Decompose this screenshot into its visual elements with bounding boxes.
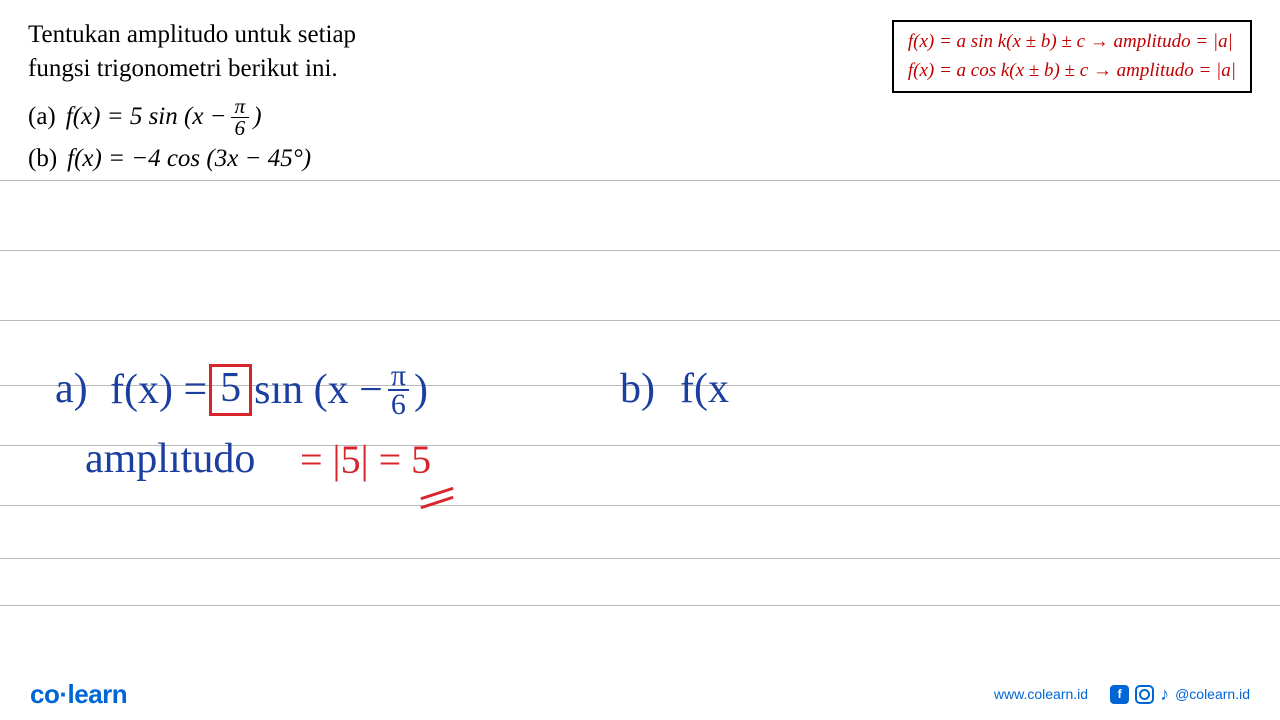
ruled-line	[0, 505, 1280, 506]
hw-frac-num: π	[388, 362, 409, 391]
question-line2: fungsi trigonometri berikut ini.	[28, 55, 338, 82]
ruled-line	[0, 320, 1280, 321]
logo-co: co	[30, 679, 59, 709]
lined-paper-area: a) f(x) = 5 sın (x − π 6 ) amplıtudo = |…	[0, 170, 1280, 720]
hw-a-suffix: )	[414, 366, 428, 414]
hw-a-mid: sın (x −	[254, 366, 383, 414]
hw-a-fraction: π 6	[388, 362, 409, 418]
hw-amplitude-label: amplıtudo	[85, 435, 255, 483]
hw-a-expression: f(x) = 5 sın (x − π 6 )	[110, 362, 428, 418]
social-handle: @colearn.id	[1175, 686, 1250, 702]
instagram-icon	[1135, 685, 1154, 704]
problem-a-suffix: )	[253, 97, 261, 137]
logo-learn: learn	[68, 679, 128, 709]
hw-b-expression: f(x	[680, 365, 729, 413]
question-text: Tentukan amplitudo untuk setiap fungsi t…	[28, 18, 508, 86]
frac-num: π	[231, 96, 250, 118]
tiktok-icon: ♪	[1160, 684, 1169, 705]
hw-amplitude-value: = |5| = 5	[300, 436, 431, 483]
hw-frac-den: 6	[391, 391, 406, 418]
problem-a-fraction: π 6	[231, 96, 250, 140]
problems-list: (a) f(x) = 5 sin (x − π 6 ) (b) f(x) = −…	[0, 96, 1280, 180]
colearn-logo: co·learn	[30, 679, 127, 710]
footer: co·learn www.colearn.id f ♪ @colearn.id	[0, 668, 1280, 720]
problem-a-label: (a)	[28, 97, 56, 137]
facebook-icon: f	[1110, 685, 1129, 704]
ruled-line	[0, 558, 1280, 559]
ruled-line	[0, 605, 1280, 606]
hw-a-label: a)	[55, 365, 88, 413]
footer-right: www.colearn.id f ♪ @colearn.id	[994, 684, 1250, 705]
social-icons: f ♪ @colearn.id	[1110, 684, 1250, 705]
hw-b-label: b)	[620, 365, 655, 413]
question-line1: Tentukan amplitudo untuk setiap	[28, 21, 356, 48]
footer-url: www.colearn.id	[994, 686, 1088, 702]
formula-box: f(x) = a sin k(x ± b) ± c → amplitudo = …	[892, 20, 1252, 93]
formula-line1: f(x) = a sin k(x ± b) ± c → amplitudo = …	[908, 28, 1236, 57]
formula-line2: f(x) = a cos k(x ± b) ± c → amplitudo = …	[908, 57, 1236, 86]
ruled-line	[0, 250, 1280, 251]
frac-den: 6	[231, 118, 250, 139]
hw-a-prefix: f(x) =	[110, 366, 207, 414]
hw-double-underline	[420, 492, 456, 510]
ruled-line	[0, 180, 1280, 181]
hw-boxed-coefficient: 5	[209, 364, 252, 416]
problem-a: (a) f(x) = 5 sin (x − π 6 )	[28, 96, 1252, 140]
problem-a-prefix: f(x) = 5 sin (x −	[66, 97, 227, 137]
